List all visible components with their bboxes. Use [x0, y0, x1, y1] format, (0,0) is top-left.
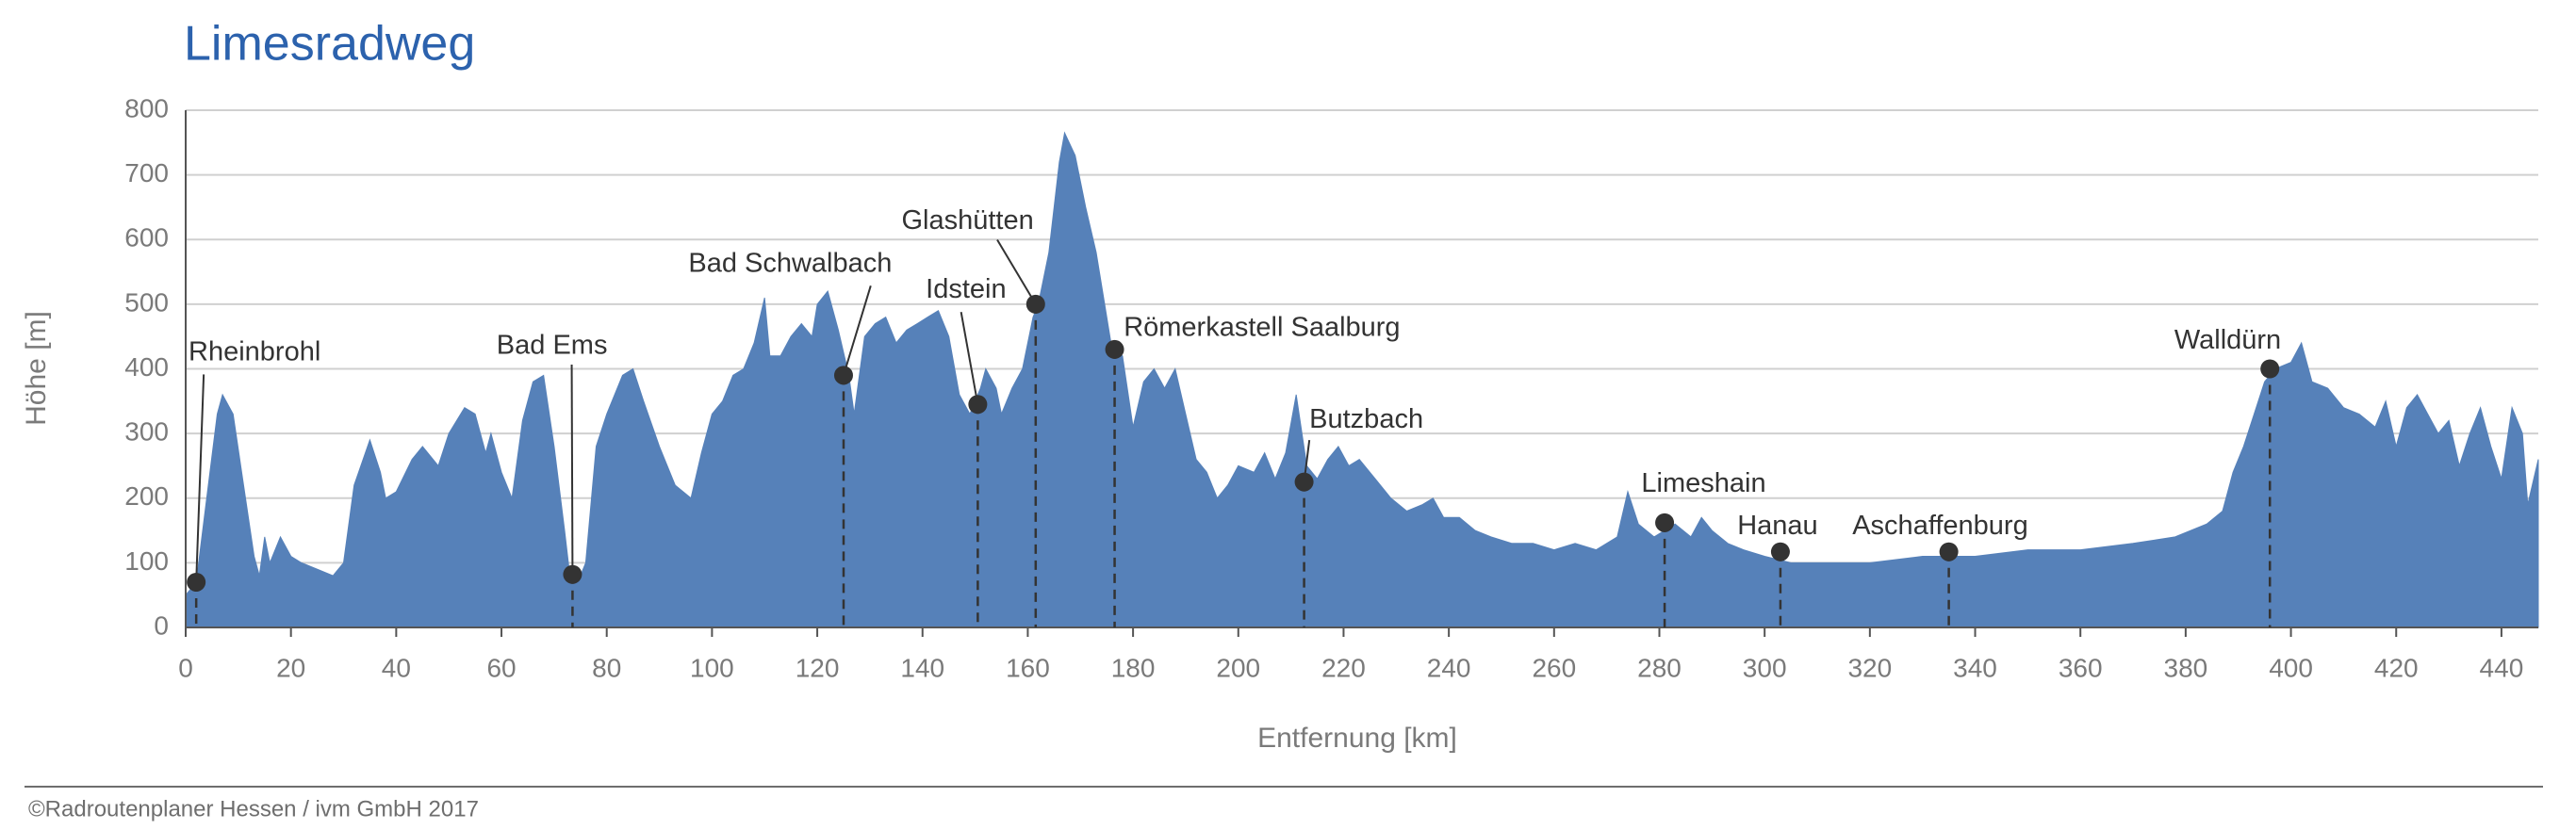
town-marker — [1294, 472, 1314, 492]
x-tick-label: 180 — [1111, 653, 1156, 682]
x-tick-label: 280 — [1637, 653, 1682, 682]
x-tick-label: 40 — [382, 653, 411, 682]
town-label: Butzbach — [1309, 404, 1423, 434]
chart-title: Limesradweg — [184, 17, 475, 72]
x-tick-label: 80 — [592, 653, 621, 682]
leader-line — [843, 285, 872, 376]
x-tick-label: 0 — [178, 653, 193, 682]
x-tick-label: 60 — [486, 653, 516, 682]
x-tick-label: 260 — [1532, 653, 1576, 682]
town-label: Römerkastell Saalburg — [1124, 312, 1400, 342]
x-tick-label: 380 — [2164, 653, 2208, 682]
y-tick-label: 600 — [124, 223, 169, 252]
leader-line — [996, 238, 1037, 305]
leader-line — [195, 374, 205, 582]
town-marker — [1655, 513, 1675, 532]
town-marker — [968, 395, 988, 415]
x-tick-label: 100 — [690, 653, 734, 682]
leader-line — [570, 364, 574, 575]
town-label: Bad Schwalbach — [688, 248, 892, 278]
town-marker — [563, 564, 582, 584]
town-label: Rheinbrohl — [189, 336, 320, 366]
x-tick-label: 140 — [900, 653, 944, 682]
x-tick-label: 240 — [1427, 653, 1471, 682]
x-tick-label: 200 — [1216, 653, 1260, 682]
town-label: Hanau — [1737, 511, 1817, 541]
y-tick-label: 700 — [124, 158, 169, 187]
town-marker — [833, 366, 853, 385]
elevation-area — [185, 131, 2539, 628]
y-tick-label: 200 — [124, 481, 169, 511]
x-tick-label: 20 — [276, 653, 305, 682]
town-marker — [1770, 542, 1790, 561]
y-tick-label: 500 — [124, 287, 169, 317]
y-tick-label: 100 — [124, 546, 169, 576]
y-tick-label: 400 — [124, 352, 169, 382]
town-label: Aschaffenburg — [1852, 511, 2028, 541]
y-tick-label: 800 — [124, 93, 169, 122]
town-label: Bad Ems — [497, 330, 608, 360]
x-tick-label: 120 — [796, 653, 840, 682]
town-label: Glashütten — [901, 205, 1033, 236]
source-credit: ©Radroutenplaner Hessen / ivm GmbH 2017 — [28, 796, 479, 822]
x-tick-label: 420 — [2374, 653, 2419, 682]
x-tick-label: 360 — [2059, 653, 2103, 682]
x-tick-label: 440 — [2480, 653, 2524, 682]
y-tick-label: 300 — [124, 417, 169, 447]
town-label: Idstein — [926, 274, 1006, 304]
town-marker — [1105, 339, 1124, 359]
x-tick-label: 300 — [1743, 653, 1787, 682]
x-tick-label: 220 — [1321, 653, 1366, 682]
x-tick-label: 320 — [1847, 653, 1892, 682]
y-axis-label: Höhe [m] — [21, 311, 52, 426]
town-label: Limeshain — [1641, 468, 1765, 498]
y-tick-label: 0 — [154, 610, 169, 640]
town-marker — [1025, 294, 1045, 314]
leader-line — [960, 311, 979, 405]
x-tick-label: 160 — [1006, 653, 1050, 682]
town-marker — [1939, 542, 1959, 561]
x-tick-label: 400 — [2269, 653, 2313, 682]
town-marker — [2260, 359, 2280, 379]
x-axis-label: Entfernung [km] — [1257, 723, 1457, 754]
x-tick-label: 340 — [1953, 653, 1997, 682]
town-label: Walldürn — [2174, 325, 2281, 355]
town-marker — [187, 572, 206, 592]
